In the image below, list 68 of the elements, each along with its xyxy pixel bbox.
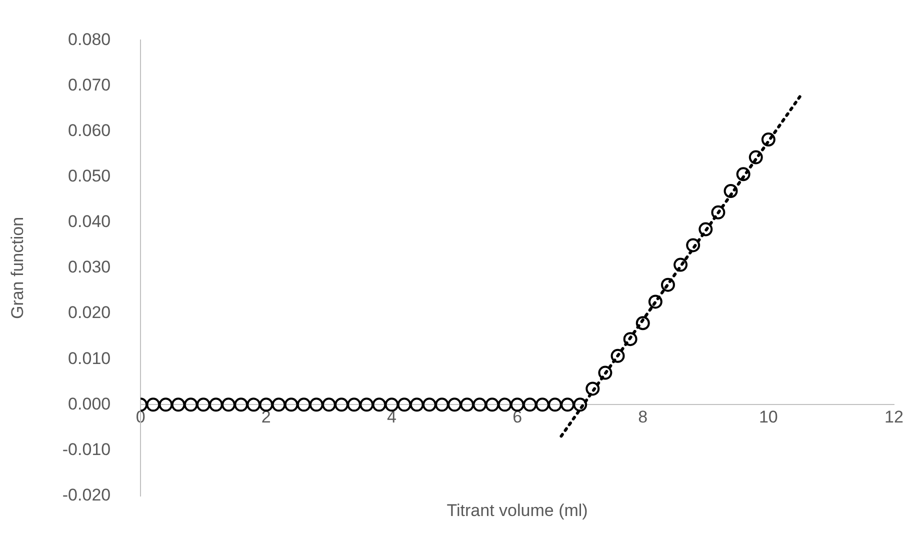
- point: [623, 332, 638, 346]
- point: [648, 294, 662, 309]
- point: [510, 398, 524, 412]
- point: [372, 398, 386, 412]
- point: [485, 398, 500, 412]
- point: [296, 398, 311, 412]
- point: [334, 398, 349, 412]
- point: [686, 238, 700, 252]
- point: [448, 398, 462, 412]
- point: [573, 398, 588, 412]
- point: [748, 150, 763, 164]
- point: [246, 398, 261, 412]
- point: [548, 398, 562, 412]
- point: [434, 398, 449, 412]
- y-tick-label: -0.010: [62, 440, 111, 459]
- y-tick-label: 0.020: [68, 303, 111, 322]
- x-tick-label: 4: [387, 408, 396, 427]
- point: [724, 184, 738, 198]
- point: [208, 398, 223, 412]
- x-axis-title: Titrant volume (ml): [446, 500, 588, 520]
- x-tick-label: 12: [884, 408, 904, 427]
- point: [636, 316, 650, 330]
- y-tick-label: 0.070: [68, 75, 111, 94]
- x-tick-label: 6: [512, 408, 522, 427]
- point: [522, 398, 537, 412]
- y-axis-title: Gran function: [8, 216, 27, 320]
- point: [184, 398, 198, 412]
- point: [610, 348, 625, 363]
- point: [410, 398, 424, 412]
- point: [736, 167, 750, 182]
- point: [660, 278, 675, 292]
- point: [347, 398, 362, 412]
- point: [158, 398, 173, 412]
- y-tick-label: 0.040: [68, 212, 111, 232]
- point: [498, 398, 512, 412]
- y-tick-label: 0.000: [68, 394, 111, 414]
- point: [586, 382, 600, 396]
- x-tick-label: 10: [758, 408, 778, 427]
- y-tick-label: 0.010: [68, 348, 111, 368]
- x-tick-label: 8: [638, 408, 648, 427]
- point: [397, 398, 412, 412]
- point: [259, 398, 274, 412]
- point: [761, 132, 776, 147]
- point: [222, 398, 236, 412]
- point: [384, 398, 399, 412]
- point: [196, 398, 210, 412]
- y-tick-label: 0.050: [68, 166, 111, 186]
- point: [698, 222, 713, 236]
- point: [598, 366, 612, 380]
- point: [234, 398, 248, 412]
- point: [674, 258, 688, 272]
- point: [146, 398, 160, 412]
- point: [322, 398, 336, 412]
- y-tick-label: -0.020: [62, 485, 111, 504]
- y-tick-label: 0.030: [68, 258, 111, 277]
- point: [360, 398, 374, 412]
- point: [711, 205, 726, 220]
- y-tick-label: 0.060: [68, 121, 111, 140]
- point: [309, 398, 324, 412]
- point: [460, 398, 474, 412]
- point: [272, 398, 286, 412]
- y-tick-label: 0.080: [68, 30, 111, 49]
- point: [284, 398, 298, 412]
- point: [535, 398, 550, 412]
- point: [560, 398, 575, 412]
- point: [422, 398, 436, 412]
- point: [472, 398, 487, 412]
- point: [171, 398, 186, 412]
